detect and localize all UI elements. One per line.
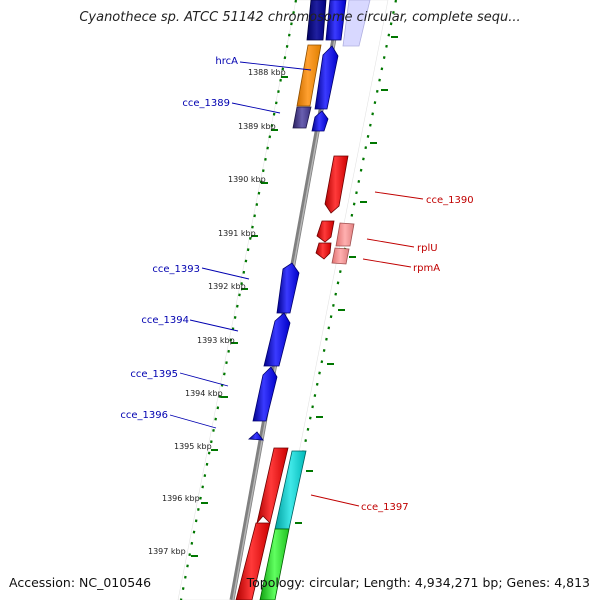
gene-cce_1396[interactable] [248,431,264,441]
gene-label-hrcA[interactable]: hrcA [215,56,238,67]
kbp-label: 1389 kbp [238,122,276,131]
gene-label-rpmA[interactable]: rpmA [413,263,440,274]
kbp-label: 1395 kbp [174,442,212,451]
kbp-label: 1394 kbp [185,389,223,398]
sequence-summary-text: Topology: circular; Length: 4,934,271 bp… [246,575,590,590]
gene-feature[interactable] [335,222,355,247]
gene-feature[interactable] [331,247,350,265]
gene-feature[interactable] [325,0,347,41]
gene-label-cce_1397[interactable]: cce_1397 [361,502,409,513]
gene-rplU[interactable] [316,220,335,243]
gene-feature[interactable] [256,447,289,524]
label-leader-lines [169,61,424,507]
gene-label-rplU[interactable]: rplU [417,243,438,254]
gene-labels: hrcA cce_1389 cce_1390 rplU rpmA cce_139… [120,56,473,513]
kbp-axis-labels: 1388 kbp 1389 kbp 1390 kbp 1391 kbp 1392… [148,68,286,556]
gene-cce_1389[interactable] [292,106,312,129]
gene-label-cce_1393[interactable]: cce_1393 [152,264,200,275]
gene-cce_1394[interactable] [263,312,291,367]
minus-ruler-ticks [191,76,288,557]
kbp-label: 1391 kbp [218,229,256,238]
plus-strand-genes [259,0,371,600]
kbp-label: 1390 kbp [228,175,266,184]
gene-label-cce_1394[interactable]: cce_1394 [141,315,189,326]
sequence-title: Cyanothece sp. ATCC 51142 chromosome cir… [79,10,521,25]
gene-feature[interactable] [259,528,290,600]
gene-feature[interactable] [311,110,329,132]
plus-ruler-ticks [295,36,398,524]
gene-feature[interactable] [342,0,371,47]
gene-label-cce_1390[interactable]: cce_1390 [426,195,474,206]
minus-strand-genes [235,0,347,600]
gene-feature[interactable] [306,0,327,41]
kbp-label: 1396 kbp [162,494,200,503]
accession-text: Accession: NC_010546 [9,575,152,590]
gene-rpmA[interactable] [315,242,332,260]
gene-feature[interactable] [314,45,339,110]
gene-cce_1395[interactable] [252,366,278,422]
kbp-label: 1388 kbp [248,68,286,77]
kbp-label: 1392 kbp [208,282,246,291]
gene-hrcA[interactable] [296,44,322,107]
gene-feature[interactable] [235,522,271,600]
kbp-label: 1397 kbp [148,547,186,556]
gene-cce_1393[interactable] [276,262,300,314]
gene-label-cce_1395[interactable]: cce_1395 [130,369,178,380]
gene-label-cce_1396[interactable]: cce_1396 [120,410,168,421]
gene-label-cce_1389[interactable]: cce_1389 [182,98,230,109]
kbp-label: 1393 kbp [197,336,235,345]
gene-cce_1390[interactable] [324,155,349,214]
